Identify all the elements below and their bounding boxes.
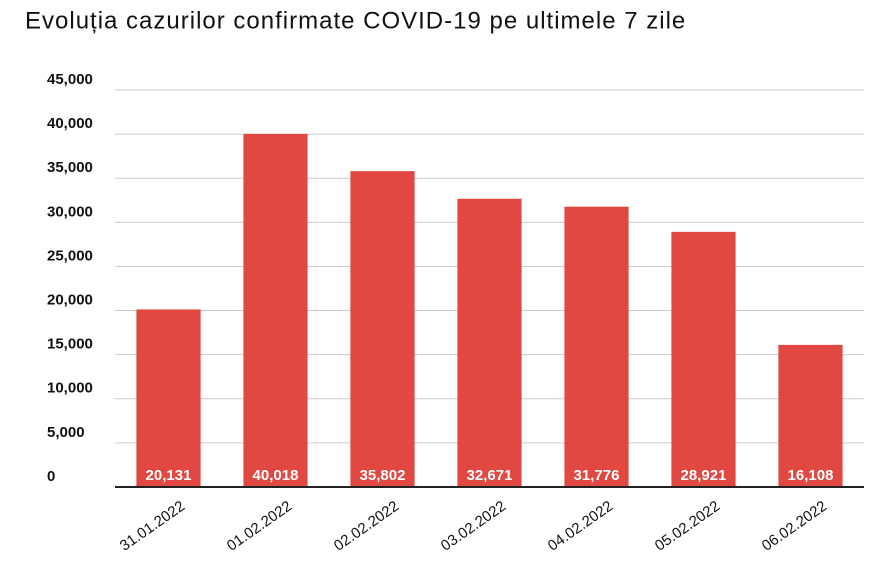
x-tick-label: 04.02.2022 <box>545 498 616 555</box>
value-label: 16,108 <box>788 467 834 484</box>
x-tick-label: 01.02.2022 <box>224 498 295 555</box>
x-tick-label: 31.01.2022 <box>117 498 188 555</box>
y-tick-label: 20,000 <box>47 292 93 309</box>
bar <box>564 206 629 487</box>
y-tick-label: 40,000 <box>47 115 93 132</box>
value-label: 31,776 <box>574 467 620 484</box>
x-tick-label: 03.02.2022 <box>438 498 509 555</box>
value-label: 40,018 <box>253 467 299 484</box>
y-tick-label: 35,000 <box>47 159 93 176</box>
bar <box>457 198 522 488</box>
y-tick-label: 30,000 <box>47 203 93 220</box>
bar <box>350 171 415 488</box>
y-tick-label: 10,000 <box>47 380 93 397</box>
value-label: 35,802 <box>360 467 406 484</box>
bar <box>243 133 308 487</box>
chart-title: Evoluția cazurilor confirmate COVID-19 p… <box>25 7 686 34</box>
y-tick-label: 5,000 <box>47 424 85 441</box>
bar <box>671 231 736 487</box>
y-tick-label: 15,000 <box>47 336 93 353</box>
bar <box>778 344 843 487</box>
value-label: 28,921 <box>681 467 727 484</box>
value-label: 32,671 <box>467 467 513 484</box>
x-tick-label: 02.02.2022 <box>331 498 402 555</box>
x-tick-label: 05.02.2022 <box>652 498 723 555</box>
y-tick-label: 25,000 <box>47 247 93 264</box>
x-tick-label: 06.02.2022 <box>759 498 830 555</box>
y-tick-label: 45,000 <box>47 71 93 88</box>
y-tick-label: 0 <box>47 468 55 485</box>
value-label: 20,131 <box>146 467 192 484</box>
bar <box>136 309 201 487</box>
